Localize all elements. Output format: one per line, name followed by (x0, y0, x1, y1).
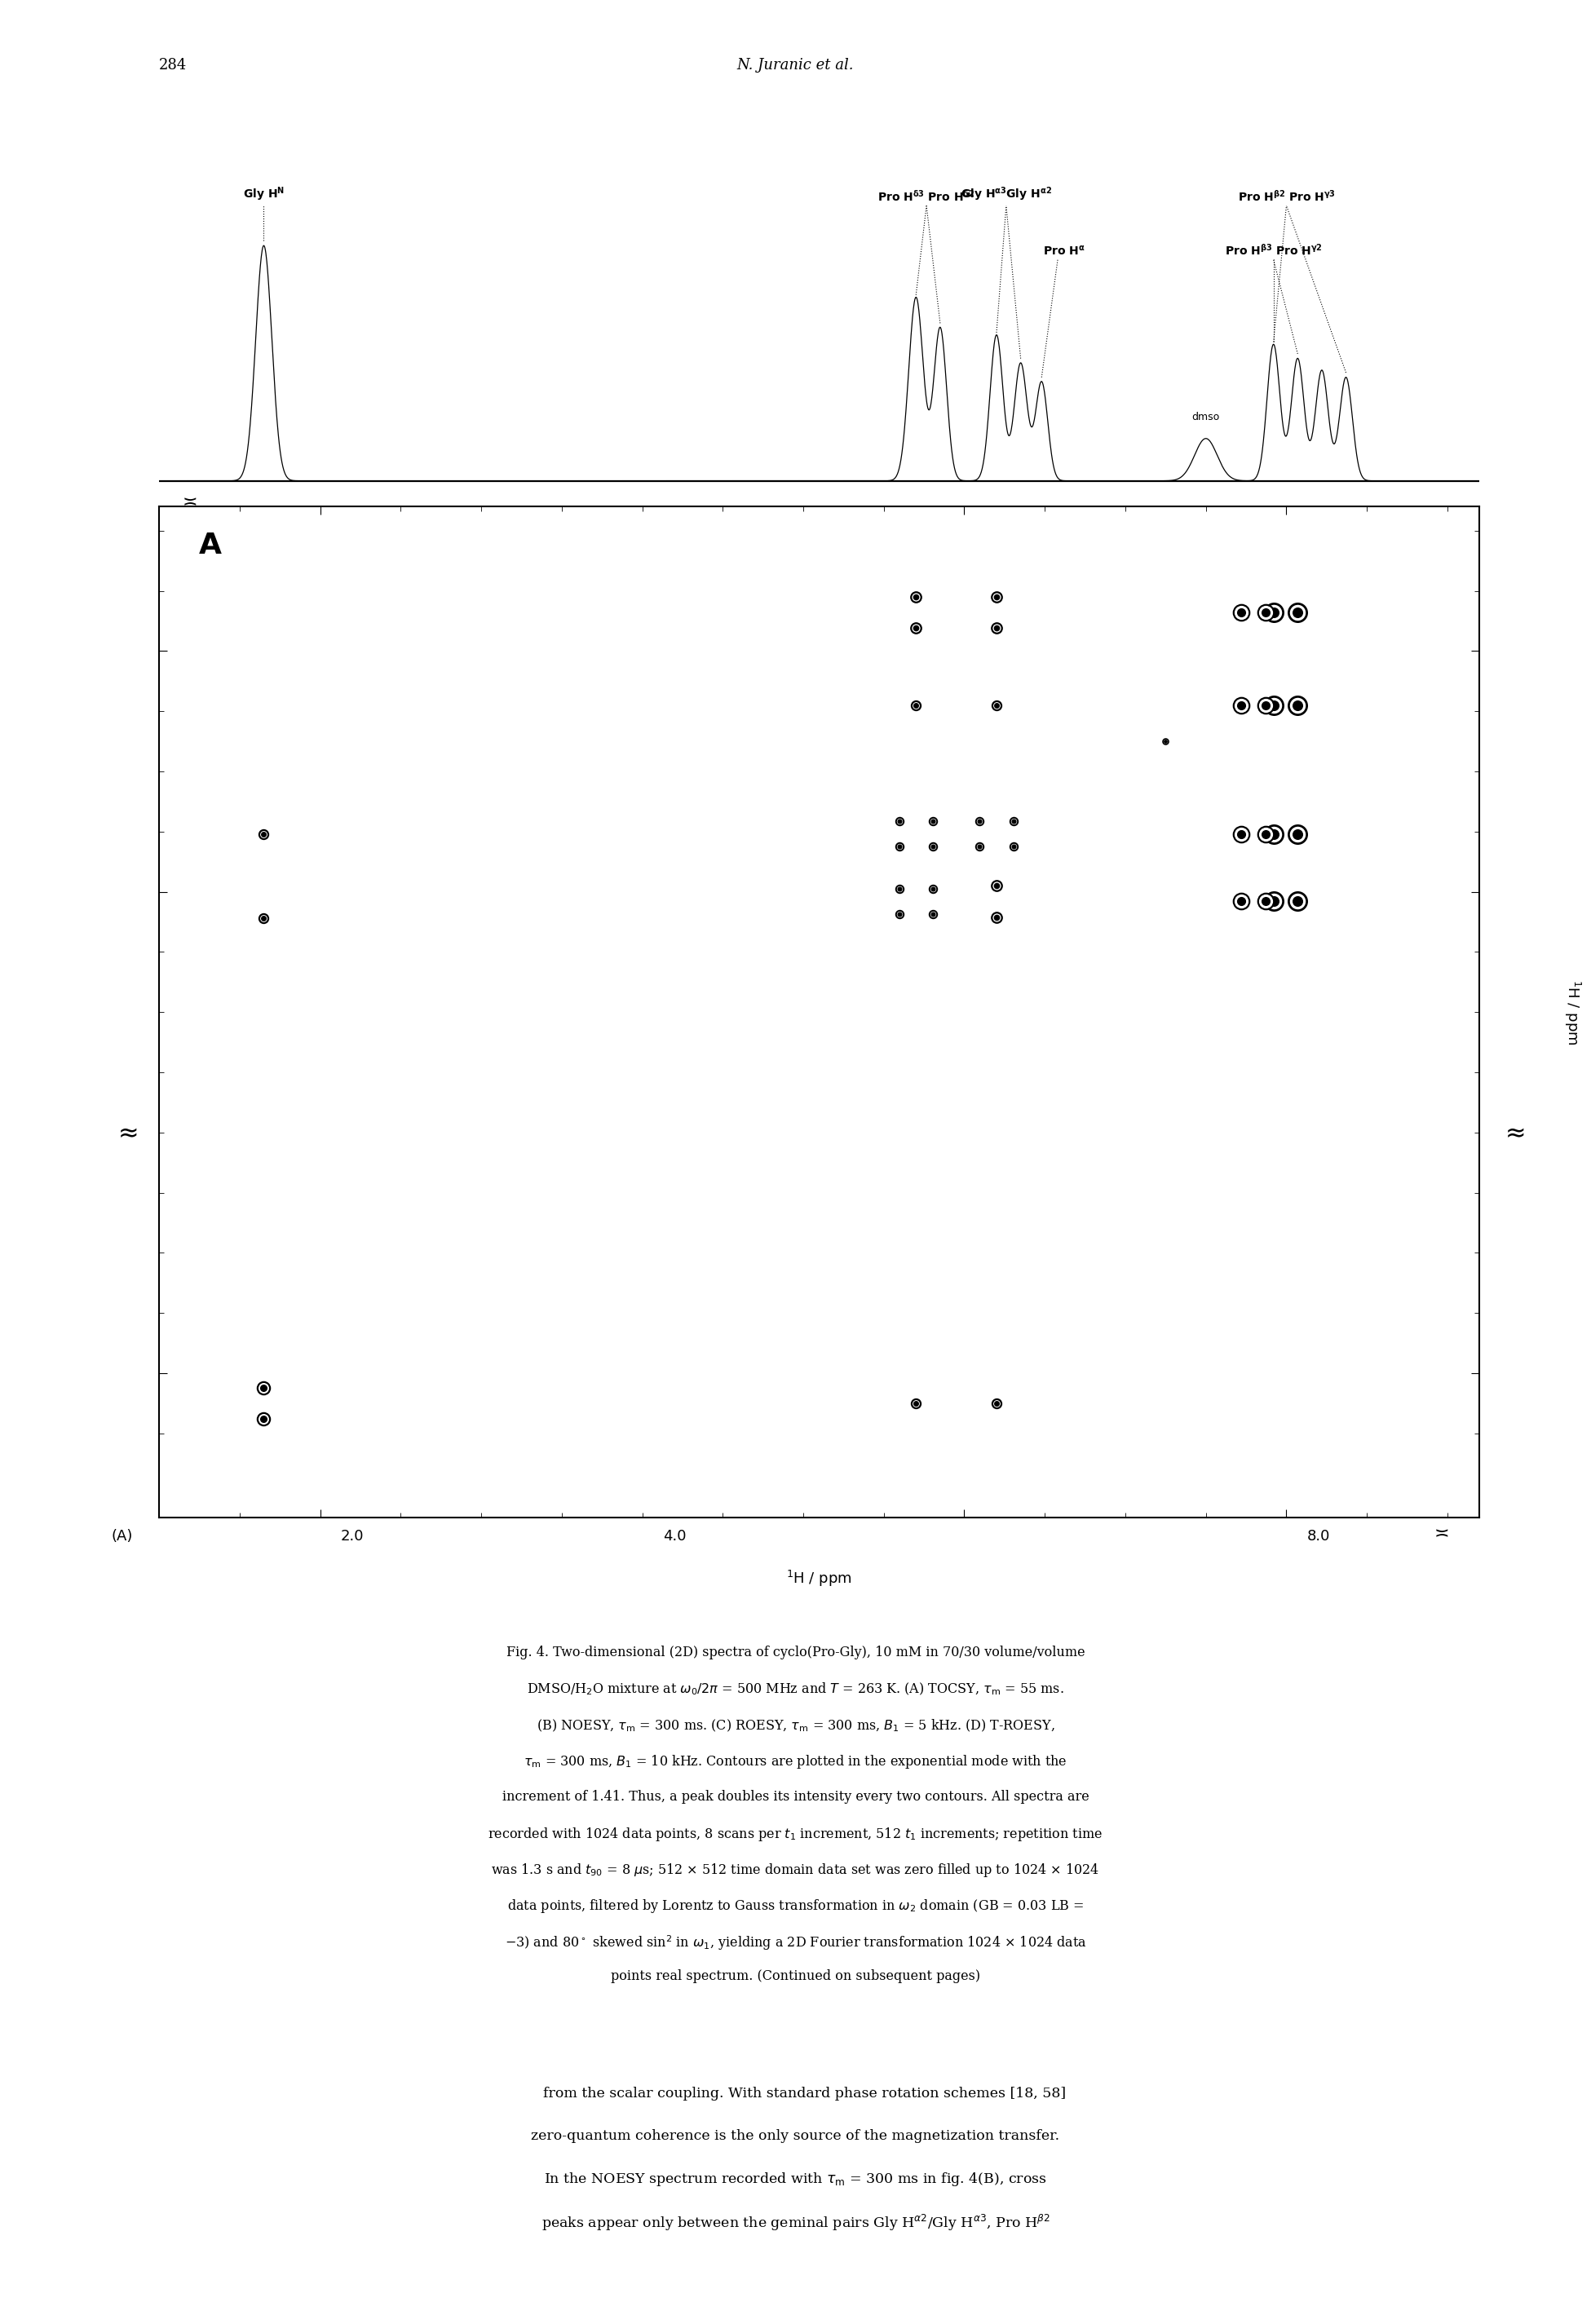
Text: $-$3) and 80$^\circ$ skewed sin$^2$ in $\omega_1$, yielding a 2D Fourier transfo: $-$3) and 80$^\circ$ skewed sin$^2$ in $… (504, 1934, 1087, 1952)
Text: $\approx$: $\approx$ (1500, 1120, 1526, 1143)
Text: from the scalar coupling. With standard phase rotation schemes [18, 58]: from the scalar coupling. With standard … (525, 2087, 1066, 2101)
Text: Pro $\mathbf{H^{\beta2}}$ Pro $\mathbf{H^{\gamma3}}$: Pro $\mathbf{H^{\beta2}}$ Pro $\mathbf{H… (1238, 188, 1335, 202)
Text: (A): (A) (111, 1529, 134, 1543)
Text: DMSO/H$_2$O mixture at $\omega_0/2\pi$ = 500 MHz and $T$ = 263 K. (A) TOCSY, $\t: DMSO/H$_2$O mixture at $\omega_0/2\pi$ =… (527, 1683, 1064, 1697)
Text: $\tau_{\rm m}$ = 300 ms, $B_1$ = 10 kHz. Contours are plotted in the exponential: $\tau_{\rm m}$ = 300 ms, $B_1$ = 10 kHz.… (523, 1755, 1068, 1771)
Text: data points, filtered by Lorentz to Gauss transformation in $\omega_2$ domain (G: data points, filtered by Lorentz to Gaus… (508, 1899, 1083, 1915)
Text: peaks appear only between the geminal pairs Gly H$^{\alpha2}$/Gly H$^{\alpha3}$,: peaks appear only between the geminal pa… (541, 2212, 1050, 2233)
Text: points real spectrum. (Continued on subsequent pages): points real spectrum. (Continued on subs… (611, 1971, 980, 1982)
Text: 2.0: 2.0 (340, 1529, 364, 1543)
Text: In the NOESY spectrum recorded with $\tau_{\rm m}$ = 300 ms in fig. 4(B), cross: In the NOESY spectrum recorded with $\ta… (544, 2171, 1047, 2187)
Text: A: A (199, 532, 221, 560)
Text: (B) NOESY, $\tau_{\rm m}$ = 300 ms. (C) ROESY, $\tau_{\rm m}$ = 300 ms, $B_1$ = : (B) NOESY, $\tau_{\rm m}$ = 300 ms. (C) … (536, 1717, 1055, 1734)
Text: dmso: dmso (1192, 411, 1220, 423)
Text: $^1$H / ppm: $^1$H / ppm (786, 1569, 853, 1587)
Text: 284: 284 (159, 58, 188, 72)
Text: zero-quantum coherence is the only source of the magnetization transfer.: zero-quantum coherence is the only sourc… (531, 2129, 1060, 2143)
Text: $\approx$: $\approx$ (113, 1120, 138, 1143)
Text: Pro $\mathbf{H^{\beta3}}$ Pro $\mathbf{H^{\gamma2}}$: Pro $\mathbf{H^{\beta3}}$ Pro $\mathbf{H… (1225, 242, 1322, 258)
Text: was 1.3 s and $t_{90}$ = 8 $\mu$s; 512 $\times$ 512 time domain data set was zer: was 1.3 s and $t_{90}$ = 8 $\mu$s; 512 $… (492, 1862, 1099, 1878)
Text: Pro $\mathbf{H^{\alpha}}$: Pro $\mathbf{H^{\alpha}}$ (1044, 244, 1085, 258)
Text: $^1$H / ppm: $^1$H / ppm (1562, 978, 1581, 1046)
Text: increment of 1.41. Thus, a peak doubles its intensity every two contours. All sp: increment of 1.41. Thus, a peak doubles … (503, 1789, 1088, 1803)
Text: Gly $\mathbf{H^{\alpha3}}$Gly $\mathbf{H^{\alpha2}}$: Gly $\mathbf{H^{\alpha3}}$Gly $\mathbf{H… (961, 186, 1052, 202)
Text: Pro $\mathbf{H^{\delta3}}$ Pro $\mathbf{H^{\delta2}}$: Pro $\mathbf{H^{\delta3}}$ Pro $\mathbf{… (878, 188, 975, 202)
Text: $\asymp$: $\asymp$ (178, 493, 197, 509)
Text: N. Juranic et al.: N. Juranic et al. (737, 58, 854, 72)
Text: 4.0: 4.0 (663, 1529, 686, 1543)
Text: $\asymp$: $\asymp$ (1430, 1525, 1448, 1541)
Text: 8.0: 8.0 (1308, 1529, 1330, 1543)
Text: Fig. 4. Two-dimensional (2D) spectra of cyclo(Pro-Gly), 10 mM in 70/30 volume/vo: Fig. 4. Two-dimensional (2D) spectra of … (506, 1645, 1085, 1659)
Text: recorded with 1024 data points, 8 scans per $t_1$ increment, 512 $t_1$ increment: recorded with 1024 data points, 8 scans … (488, 1827, 1103, 1843)
Text: Gly $\mathbf{H^N}$: Gly $\mathbf{H^N}$ (243, 186, 285, 202)
